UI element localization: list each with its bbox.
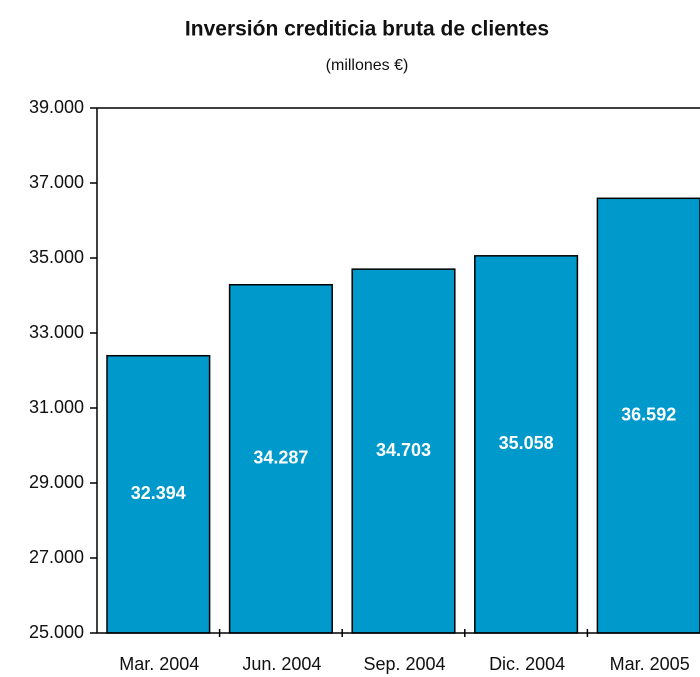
y-tick-label: 37.000 xyxy=(29,172,84,192)
x-tick-label: Mar. 2004 xyxy=(119,654,199,674)
y-tick-label: 33.000 xyxy=(29,322,84,342)
bar xyxy=(474,255,579,634)
y-tick-label: 35.000 xyxy=(29,247,84,267)
chart-subtitle: (millones €) xyxy=(326,57,409,74)
value-label: 36.592 xyxy=(621,404,676,424)
value-label: 32.394 xyxy=(131,483,186,503)
x-tick-label: Jun. 2004 xyxy=(242,654,321,674)
value-label: 34.703 xyxy=(376,440,431,460)
chart-title: Inversión crediticia bruta de clientes xyxy=(185,18,549,41)
y-tick-label: 29.000 xyxy=(29,472,84,492)
bar xyxy=(228,283,333,634)
y-tick-label: 27.000 xyxy=(29,547,84,567)
y-tick-label: 31.000 xyxy=(29,397,84,417)
value-label: 34.287 xyxy=(253,448,308,468)
y-tick-label: 25.000 xyxy=(29,622,84,642)
x-tick-label: Dic. 2004 xyxy=(489,654,565,674)
value-label: 35.058 xyxy=(499,433,554,453)
x-tick-label: Sep. 2004 xyxy=(363,654,445,674)
bar xyxy=(106,354,211,634)
bar xyxy=(596,197,700,634)
x-tick-label: Mar. 2005 xyxy=(610,654,690,674)
y-tick-label: 39.000 xyxy=(29,97,84,117)
